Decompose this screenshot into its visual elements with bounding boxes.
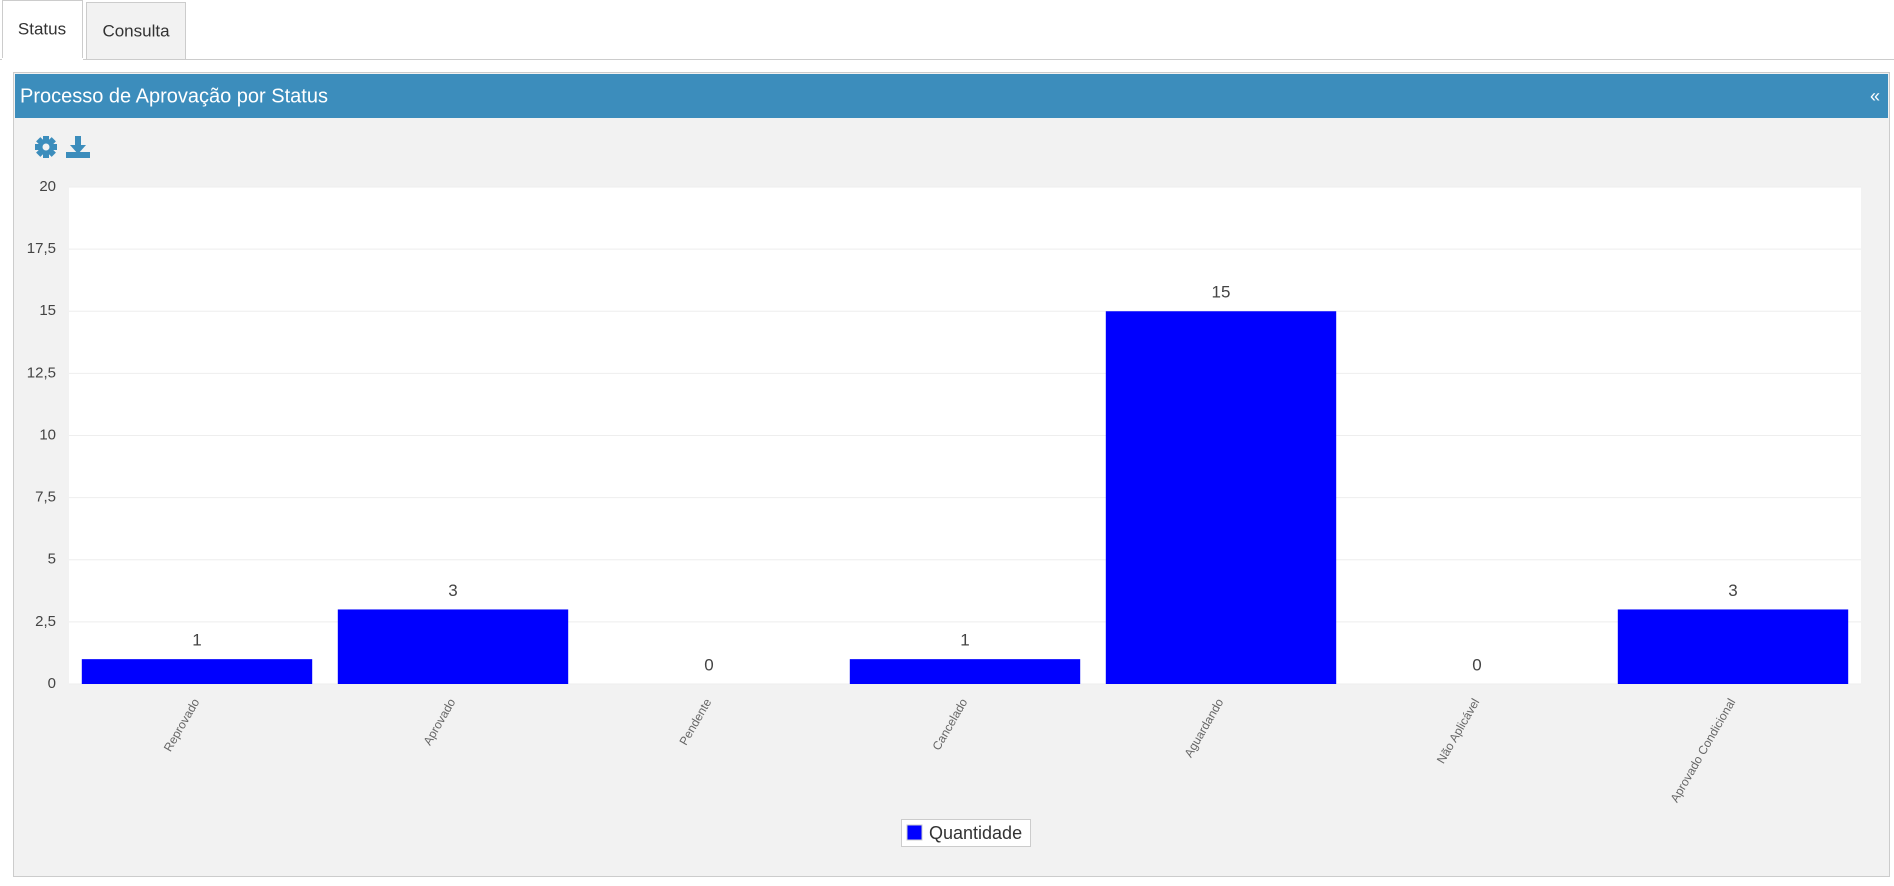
data-label: 15 [1212, 283, 1231, 302]
y-tick-label: 12,5 [27, 364, 56, 381]
y-tick-label: 0 [48, 675, 56, 692]
y-tick-label: 20 [39, 178, 56, 195]
y-tick-label: 2,5 [35, 613, 56, 630]
tab-consulta[interactable] [86, 2, 186, 60]
legend-box [901, 819, 1031, 847]
y-tick-label: 7,5 [35, 489, 56, 506]
data-label: 3 [448, 581, 457, 600]
data-label: 0 [704, 655, 713, 674]
tab-label[interactable]: Status [18, 19, 66, 38]
download-icon[interactable] [66, 136, 90, 158]
bar [337, 609, 569, 684]
legend-swatch [906, 824, 923, 841]
data-label: 3 [1728, 581, 1737, 600]
data-label: 1 [192, 631, 201, 650]
bar [849, 659, 1081, 684]
bar [81, 659, 313, 684]
panel-title: Processo de Aprovação por Status [20, 85, 328, 107]
y-tick-label: 5 [48, 551, 56, 568]
bar [1105, 311, 1337, 684]
panel-header [15, 74, 1888, 118]
settings-icon[interactable] [35, 136, 57, 158]
collapse-button[interactable]: « [1870, 86, 1880, 106]
y-tick-label: 15 [39, 302, 56, 319]
y-tick-label: 17,5 [27, 240, 56, 257]
tab-status-gap [2, 58, 83, 62]
legend-label: Quantidade [929, 823, 1022, 843]
data-label: 1 [960, 631, 969, 650]
bar [1617, 609, 1849, 684]
y-tick-label: 10 [39, 426, 56, 443]
data-label: 0 [1472, 655, 1481, 674]
tab-label[interactable]: Consulta [102, 21, 170, 40]
